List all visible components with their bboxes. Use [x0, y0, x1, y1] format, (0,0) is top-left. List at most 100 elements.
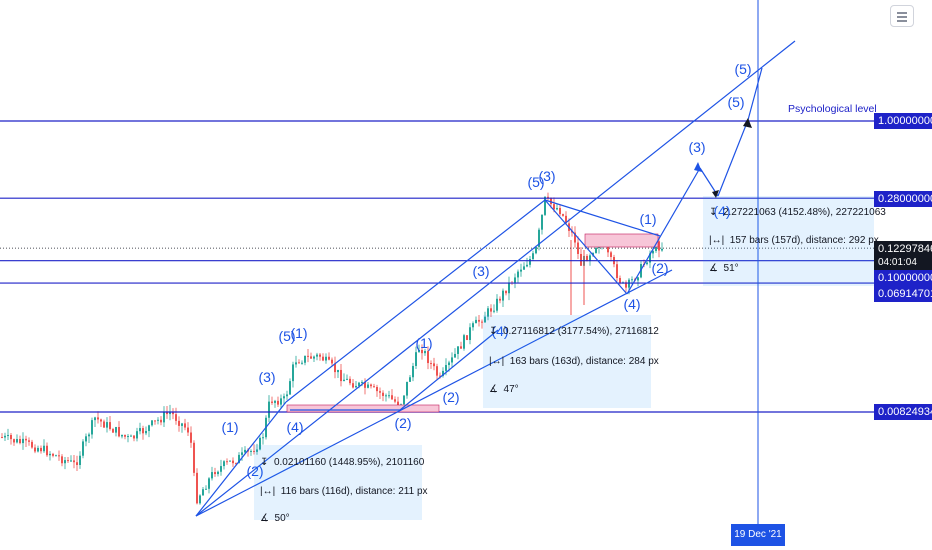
- candle-body: [607, 245, 609, 253]
- wave-label: (3): [688, 139, 705, 155]
- candle-body: [130, 435, 132, 437]
- wave-label: (1): [639, 211, 656, 227]
- candle-body: [562, 214, 564, 216]
- candle-body: [460, 346, 462, 349]
- candle-body: [388, 395, 390, 397]
- candle-body: [364, 381, 366, 388]
- measure-box-1: ↧ 0.02101160 (1448.95%), 2101160 |↔| 116…: [254, 445, 428, 524]
- candle-body: [124, 434, 126, 437]
- measure-1-price: ↧ 0.02101160 (1448.95%), 2101160: [260, 457, 425, 468]
- candle-body: [556, 208, 558, 210]
- candle-body: [319, 354, 321, 357]
- candle-body: [229, 460, 231, 462]
- demand-zone: [286, 404, 440, 413]
- candle-body: [529, 259, 531, 265]
- candle-body: [502, 290, 504, 301]
- measure-2-angle: ∡ 47°: [489, 384, 519, 395]
- measure-2-bars: |↔| 163 bars (163d), distance: 284 px: [489, 356, 659, 367]
- candle-body: [55, 455, 57, 457]
- candle-body: [637, 277, 639, 281]
- candle-body: [361, 381, 363, 383]
- candle-body: [475, 319, 477, 324]
- candle-body: [541, 214, 543, 230]
- measure-3-bars: |↔| 157 bars (157d), distance: 292 px: [709, 235, 879, 246]
- candle-body: [325, 356, 327, 361]
- chart-menu-button[interactable]: [890, 5, 914, 27]
- price-pill-1: 1.00000000: [874, 113, 932, 129]
- candle-body: [340, 369, 342, 382]
- price-pill-028: 0.28000000: [874, 191, 932, 207]
- candle-body: [25, 438, 27, 441]
- candle-body: [64, 460, 66, 464]
- candle-body: [22, 438, 24, 444]
- candle-body: [1, 437, 3, 438]
- wave-label: (5): [527, 174, 544, 190]
- candle-body: [169, 411, 171, 415]
- candle-body: [136, 431, 138, 439]
- wave-segment: [195, 401, 287, 517]
- candle-body: [610, 252, 612, 258]
- candle-body: [403, 395, 405, 405]
- candle-body: [58, 455, 60, 457]
- wave-label: (2): [442, 389, 459, 405]
- candle-body: [142, 428, 144, 434]
- candle-body: [451, 357, 453, 363]
- candle-body: [463, 335, 465, 349]
- candle-body: [304, 355, 306, 363]
- candle-body: [151, 420, 153, 426]
- candle-body: [472, 323, 474, 328]
- countdown-pill: 04:01:04: [874, 255, 932, 271]
- candle-body: [214, 472, 216, 475]
- wave-label: (4): [286, 419, 303, 435]
- candle-body: [373, 386, 375, 388]
- candle-body: [550, 197, 552, 205]
- candle-body: [490, 308, 492, 312]
- candle-body: [376, 387, 378, 392]
- candle-body: [487, 308, 489, 317]
- candle-body: [658, 241, 660, 251]
- wave-label: (2): [651, 260, 668, 276]
- candle-body: [349, 378, 351, 384]
- candle-body: [178, 420, 180, 426]
- candle-body: [436, 366, 438, 376]
- candle-body: [262, 437, 264, 439]
- candle-body: [532, 253, 534, 260]
- candle-body: [163, 412, 165, 423]
- arrow-head: [712, 190, 719, 198]
- candle-body: [106, 422, 108, 428]
- candle-body: [274, 400, 276, 403]
- candle-body: [469, 327, 471, 340]
- candle-body: [199, 495, 201, 504]
- wave-labels-layer: (1)(2)(3)(4)(5)(1)(1)(2)(3)(4)(5)(3)(1)(…: [221, 61, 751, 479]
- candle-body: [193, 442, 195, 473]
- wave-label: (4): [713, 203, 730, 219]
- candle-body: [316, 354, 318, 357]
- candle-body: [379, 391, 381, 393]
- candle-body: [37, 447, 39, 452]
- candle-body: [88, 434, 90, 437]
- candle-body: [91, 420, 93, 435]
- candle-body: [7, 434, 9, 436]
- candle-body: [76, 462, 78, 465]
- candle-body: [430, 363, 432, 365]
- candle-body: [391, 395, 393, 400]
- candle-body: [619, 278, 621, 283]
- channel-upper: [195, 40, 796, 517]
- candle-body: [427, 351, 429, 364]
- candle-body: [115, 427, 117, 433]
- candle-body: [481, 321, 483, 323]
- candle-body: [574, 232, 576, 243]
- wave-label: (3): [258, 369, 275, 385]
- candle-body: [544, 196, 546, 215]
- candle-body: [496, 298, 498, 311]
- wave-label: (4): [623, 296, 640, 312]
- candle-body: [322, 356, 324, 361]
- candle-body: [85, 436, 87, 442]
- candle-body: [355, 385, 357, 388]
- candle-body: [52, 453, 54, 456]
- candle-body: [253, 450, 255, 452]
- candle-body: [406, 381, 408, 396]
- date-marker-pill: 19 Dec '21: [731, 524, 785, 546]
- candle-body: [61, 456, 63, 464]
